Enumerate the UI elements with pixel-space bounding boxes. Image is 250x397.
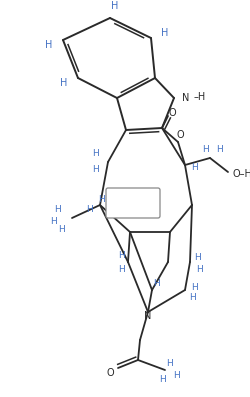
Text: H: H <box>58 225 65 235</box>
Text: O: O <box>106 368 113 378</box>
Text: H: H <box>191 162 198 172</box>
Text: H: H <box>45 40 52 50</box>
Text: H: H <box>118 266 125 274</box>
Text: H: H <box>194 252 200 262</box>
Text: H: H <box>161 28 168 38</box>
Text: O: O <box>176 130 183 140</box>
Text: H: H <box>86 206 93 214</box>
Text: H: H <box>202 145 208 154</box>
Text: H: H <box>159 376 166 385</box>
Text: O–H: O–H <box>231 169 250 179</box>
Text: N: N <box>182 93 189 103</box>
Text: H: H <box>196 264 202 274</box>
Text: Abs: Abs <box>122 198 141 208</box>
Text: H: H <box>54 206 61 214</box>
Text: H: H <box>153 279 160 289</box>
Text: H: H <box>92 166 99 175</box>
Text: H: H <box>60 78 68 88</box>
FancyBboxPatch shape <box>106 188 159 218</box>
Text: H: H <box>92 150 99 158</box>
Text: –H: –H <box>193 92 205 102</box>
Text: O: O <box>168 108 175 118</box>
Text: H: H <box>50 218 57 227</box>
Text: H: H <box>111 1 118 11</box>
Text: H: H <box>216 145 222 154</box>
Text: H: H <box>189 293 196 303</box>
Text: N: N <box>144 311 151 321</box>
Text: H: H <box>191 283 198 291</box>
Text: H: H <box>166 358 173 368</box>
Text: H: H <box>118 252 125 260</box>
Text: H: H <box>98 195 105 204</box>
Text: H: H <box>173 370 180 380</box>
